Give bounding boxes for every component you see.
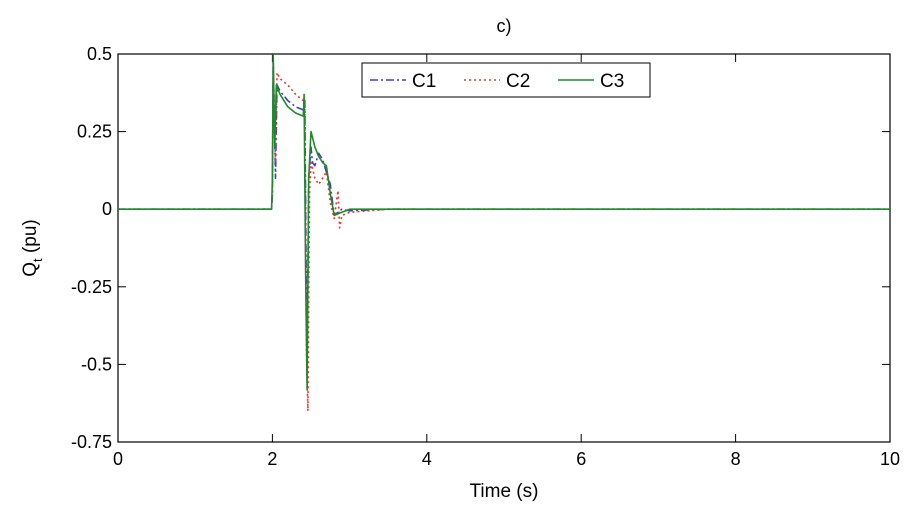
plot-area (117, 53, 891, 443)
series-lines (118, 54, 890, 412)
y-tick-label: 0 (102, 199, 112, 219)
y-axis-label-subscript: t (30, 258, 45, 262)
legend-box (361, 62, 651, 98)
y-tick-label: -0.25 (71, 277, 112, 297)
legend-label-c2: C2 (506, 71, 530, 92)
x-tick-label: 6 (576, 449, 586, 469)
y-tick-label: 0.25 (77, 122, 112, 142)
y-axis: 0.5 0.25 0 -0.25 -0.5 -0.75 (71, 44, 890, 452)
x-tick-label: 10 (880, 449, 900, 469)
y-tick-label: -0.5 (81, 354, 112, 374)
x-tick-label: 8 (731, 449, 741, 469)
series-line-c3 (118, 54, 890, 390)
y-tick-label: 0.5 (87, 44, 112, 64)
legend: C1 C2 C3 (361, 62, 651, 98)
chart-title: c) (497, 16, 512, 36)
x-tick-label: 0 (113, 449, 123, 469)
y-tick-label: -0.75 (71, 432, 112, 452)
y-axis-label-suffix: (pu) (20, 219, 41, 258)
y-axis-label: Qt (pu) (20, 219, 45, 276)
legend-label-c1: C1 (412, 71, 436, 92)
y-axis-label-main: Q (20, 262, 41, 277)
x-axis-label: Time (s) (470, 481, 539, 502)
x-tick-label: 2 (267, 449, 277, 469)
x-tick-label: 4 (422, 449, 432, 469)
legend-label-c3: C3 (600, 71, 624, 92)
